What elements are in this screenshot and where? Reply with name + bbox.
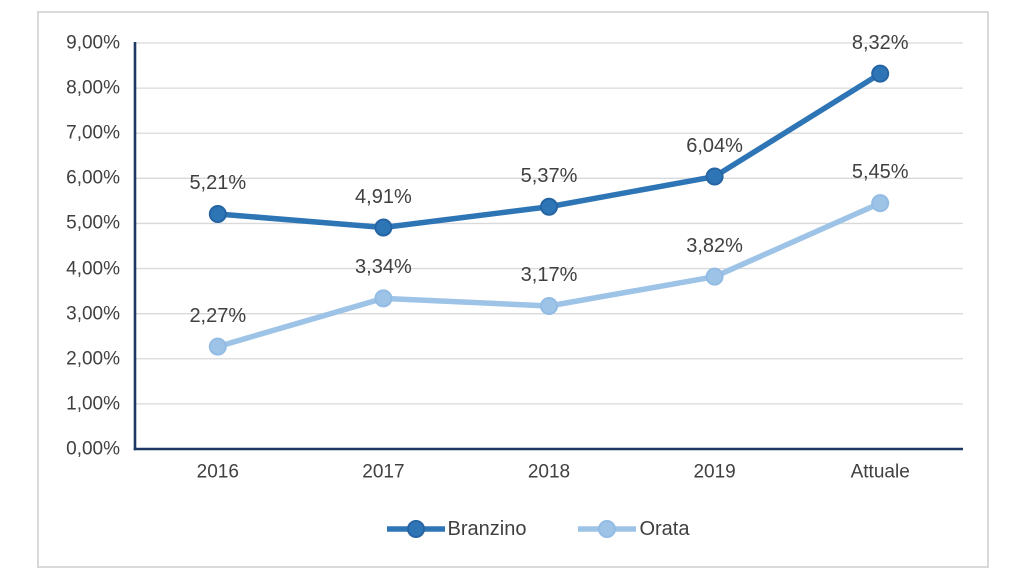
x-axis-label-attuale: Attuale <box>850 461 910 483</box>
x-axis-label-2018: 2018 <box>527 461 571 483</box>
data-label-orata-2019: 3,82% <box>686 234 743 257</box>
marker-branzino-2018 <box>540 197 558 216</box>
data-label-branzino-attuale: 8,32% <box>851 31 909 54</box>
y-axis-tick-label: 9,00% <box>66 32 120 54</box>
x-axis-label-2017: 2017 <box>362 461 405 483</box>
marker-orata-2018 <box>540 296 558 315</box>
data-label-orata-2016: 2,27% <box>189 304 247 327</box>
y-axis-tick-label: 2,00% <box>66 348 120 370</box>
data-label-orata-2017: 3,34% <box>355 256 412 279</box>
data-label-orata-2018: 3,17% <box>520 263 578 286</box>
x-axis-label-2019: 2019 <box>693 461 736 483</box>
marker-orata-2019 <box>705 267 724 286</box>
marker-branzino-2019 <box>705 167 724 186</box>
legend-label-orata: Orata <box>639 517 690 540</box>
legend-item-orata: Orata <box>578 518 689 541</box>
data-label-branzino-2017: 4,91% <box>355 185 412 208</box>
legend-item-branzino: Branzino <box>386 517 527 541</box>
x-axis-label-2016: 2016 <box>196 461 239 483</box>
marker-branzino-2016 <box>208 204 227 223</box>
y-axis-tick-label: 0,00% <box>66 438 120 460</box>
data-label-branzino-2018: 5,37% <box>520 164 578 187</box>
legend-marker-branzino-icon <box>386 520 445 538</box>
y-axis-tick-label: 3,00% <box>66 303 120 325</box>
marker-orata-attuale <box>871 194 890 213</box>
y-axis-tick-label: 8,00% <box>66 77 120 99</box>
marker-branzino-attuale <box>871 64 890 83</box>
data-label-branzino-2019: 6,04% <box>686 134 743 157</box>
y-axis-tick-label: 7,00% <box>66 122 120 144</box>
y-axis-tick-label: 5,00% <box>66 212 120 234</box>
marker-orata-2017 <box>374 289 393 308</box>
legend-marker-orata-icon <box>578 520 637 538</box>
marker-branzino-2017 <box>374 218 393 237</box>
y-axis-tick-label: 1,00% <box>66 393 120 415</box>
data-label-orata-attuale: 5,45% <box>851 161 909 184</box>
y-axis-tick-label: 6,00% <box>66 167 120 189</box>
y-axis-tick-label: 4,00% <box>66 258 120 280</box>
data-label-branzino-2016: 5,21% <box>189 171 247 194</box>
legend: Branzino Orata <box>26 516 1024 542</box>
legend-label-branzino: Branzino <box>447 517 527 540</box>
marker-orata-2016 <box>208 337 227 356</box>
